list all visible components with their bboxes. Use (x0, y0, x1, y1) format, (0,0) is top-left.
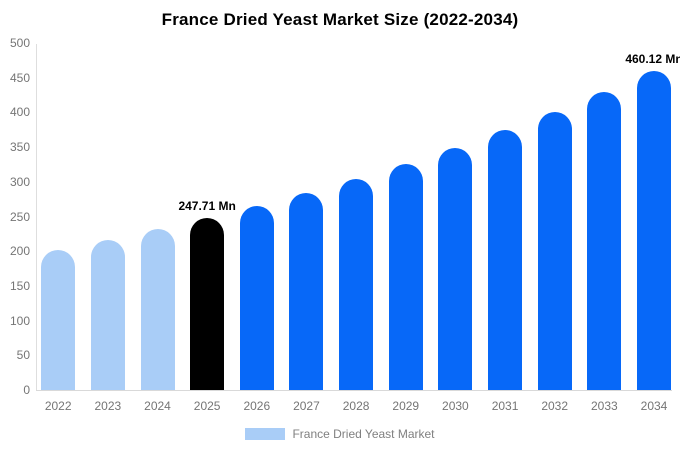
x-tick-2028: 2028 (342, 399, 370, 413)
x-tick-2032: 2032 (541, 399, 569, 413)
data-label-2034: 460.12 Mn (625, 51, 680, 66)
x-tick-2023: 2023 (94, 399, 122, 413)
bar-2028[interactable] (339, 178, 374, 390)
x-axis-line (36, 390, 672, 391)
y-tick-200: 200 (9, 244, 30, 259)
bar-2027[interactable] (289, 192, 324, 390)
x-tick-2024: 2024 (144, 399, 171, 413)
y-axis-line (36, 44, 37, 390)
bar-2024[interactable] (140, 229, 175, 390)
x-tick-2025: 2025 (193, 399, 221, 413)
bar-2022[interactable] (41, 250, 76, 390)
chart-title: France Dried Yeast Market Size (2022-203… (161, 10, 519, 29)
legend-label: France Dried Yeast Market (292, 427, 435, 441)
y-tick-150: 150 (9, 278, 30, 293)
x-tick-2031: 2031 (491, 399, 519, 413)
x-tick-2033: 2033 (590, 399, 618, 413)
y-tick-50: 50 (16, 348, 30, 363)
y-tick-0: 0 (23, 383, 30, 397)
bar-2029[interactable] (388, 163, 423, 390)
y-tick-100: 100 (9, 313, 30, 328)
bar-2034[interactable] (637, 70, 671, 390)
bar-2023[interactable] (90, 240, 125, 390)
y-tick-250: 250 (9, 209, 30, 224)
data-label-2025: 247.71 Mn (178, 199, 236, 214)
x-tick-2026: 2026 (243, 399, 271, 413)
bar-2033[interactable] (587, 91, 622, 390)
bar-2031[interactable] (488, 130, 523, 390)
legend[interactable]: France Dried Yeast Market (0, 425, 680, 443)
bar-2032[interactable] (537, 111, 572, 390)
bar-2030[interactable] (438, 147, 473, 390)
bar-2025[interactable] (190, 218, 225, 390)
y-tick-500: 500 (9, 36, 30, 50)
legend-swatch (245, 428, 286, 440)
x-tick-2030: 2030 (442, 399, 469, 413)
x-tick-2029: 2029 (392, 399, 420, 413)
y-tick-450: 450 (9, 70, 30, 85)
x-tick-2022: 2022 (44, 399, 72, 413)
x-tick-2034: 2034 (640, 399, 668, 413)
x-tick-2027: 2027 (293, 399, 320, 413)
y-tick-400: 400 (9, 105, 30, 120)
bar-2026[interactable] (239, 205, 274, 390)
y-tick-350: 350 (9, 140, 30, 155)
y-tick-300: 300 (9, 174, 30, 189)
